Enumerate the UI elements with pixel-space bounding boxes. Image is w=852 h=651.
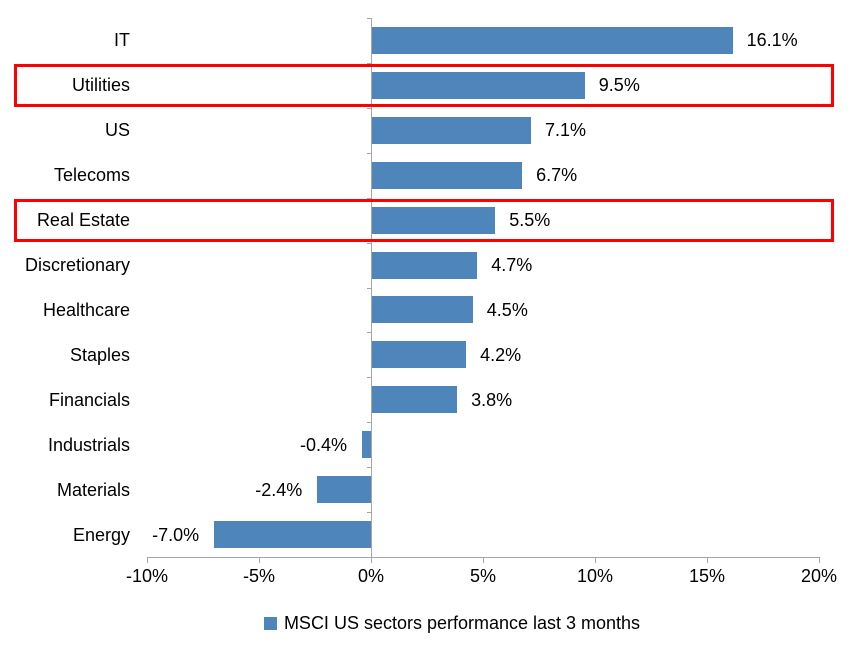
- category-label: Industrials: [47, 434, 130, 455]
- value-label: 6.7%: [536, 165, 578, 186]
- x-tick-label: -10%: [125, 566, 169, 586]
- x-tick-label: 10%: [576, 566, 614, 586]
- x-tick-label: 15%: [688, 566, 726, 586]
- highlight-box: [14, 63, 834, 107]
- x-axis-tick: [259, 557, 260, 563]
- category-axis-tick: [367, 422, 371, 424]
- category-axis-tick: [367, 152, 371, 154]
- category-label: Utilities: [71, 75, 130, 96]
- bar: [317, 476, 371, 504]
- category-axis-tick: [367, 332, 371, 334]
- category-label: Staples: [69, 344, 130, 365]
- bar: [372, 206, 496, 234]
- category-label: Energy: [72, 524, 130, 545]
- category-label: Healthcare: [42, 299, 130, 320]
- value-label: -2.4%: [255, 479, 303, 500]
- value-label: 16.1%: [746, 30, 798, 51]
- y-axis-line: [371, 18, 372, 557]
- category-label: Materials: [56, 479, 130, 500]
- value-label: 4.2%: [480, 344, 522, 365]
- legend: MSCI US sectors performance last 3 month…: [0, 611, 852, 635]
- bar: [372, 386, 458, 414]
- value-label: 3.8%: [471, 389, 513, 410]
- legend-label: MSCI US sectors performance last 3 month…: [283, 613, 641, 633]
- value-label: -7.0%: [152, 524, 200, 545]
- bar: [372, 341, 467, 369]
- category-axis-tick: [367, 18, 371, 19]
- bar: [372, 26, 733, 54]
- x-axis-tick: [707, 557, 708, 563]
- category-label: US: [104, 120, 130, 141]
- x-axis-tick: [595, 557, 596, 563]
- category-label: Telecoms: [53, 165, 130, 186]
- value-label: 4.5%: [486, 299, 528, 320]
- category-axis-tick: [367, 197, 371, 199]
- bar: [372, 251, 478, 279]
- x-axis-tick: [483, 557, 484, 563]
- legend-marker-icon: [263, 616, 277, 630]
- x-tick-label: 0%: [357, 566, 384, 586]
- x-tick-label: -5%: [242, 566, 275, 586]
- category-axis-tick: [367, 62, 371, 64]
- value-label: 7.1%: [545, 120, 587, 141]
- category-axis-tick: [367, 287, 371, 289]
- category-label: Discretionary: [24, 255, 130, 276]
- bar: [214, 521, 371, 549]
- bar: [372, 71, 585, 99]
- x-axis-tick: [147, 557, 148, 563]
- category-axis-tick: [367, 377, 371, 379]
- value-label: 9.5%: [598, 75, 640, 96]
- x-tick-label: 5%: [469, 566, 496, 586]
- category-axis-tick: [367, 467, 371, 469]
- bar: [362, 431, 371, 459]
- category-axis-tick: [367, 557, 371, 559]
- value-label: 4.7%: [491, 255, 533, 276]
- category-axis-tick: [367, 512, 371, 514]
- x-axis-tick: [371, 557, 372, 563]
- value-label: -0.4%: [300, 434, 348, 455]
- category-label: IT: [114, 30, 130, 51]
- x-axis-tick: [819, 557, 820, 563]
- category-axis-tick: [367, 242, 371, 244]
- bar: [372, 296, 473, 324]
- x-tick-label: 20%: [800, 566, 838, 586]
- bar: [372, 161, 523, 189]
- highlight-box: [14, 198, 834, 242]
- category-axis-tick: [367, 107, 371, 109]
- bar: [372, 116, 532, 144]
- value-label: 5.5%: [509, 210, 551, 231]
- category-label: Financials: [48, 389, 130, 410]
- category-label: Real Estate: [36, 210, 130, 231]
